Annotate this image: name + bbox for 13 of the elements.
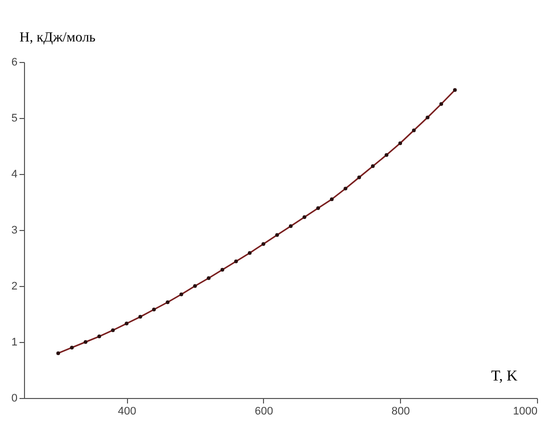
y-tick-label: 3: [11, 224, 18, 236]
y-tick-label: 5: [11, 112, 18, 124]
x-axis-title: T, K: [491, 368, 518, 384]
y-tick-label: 4: [11, 168, 18, 180]
y-tick-label: 6: [11, 56, 18, 68]
x-tick-label: 800: [392, 406, 410, 418]
y-axis-title: H, кДж/моль: [20, 30, 96, 46]
x-tick-label: 400: [118, 406, 136, 418]
x-tick-label: 600: [254, 406, 274, 418]
x-tick-label: 1000: [513, 406, 538, 418]
y-tick-label: 1: [11, 336, 18, 348]
y-tick-label: 0: [11, 392, 18, 404]
y-tick-label: 2: [11, 280, 18, 292]
